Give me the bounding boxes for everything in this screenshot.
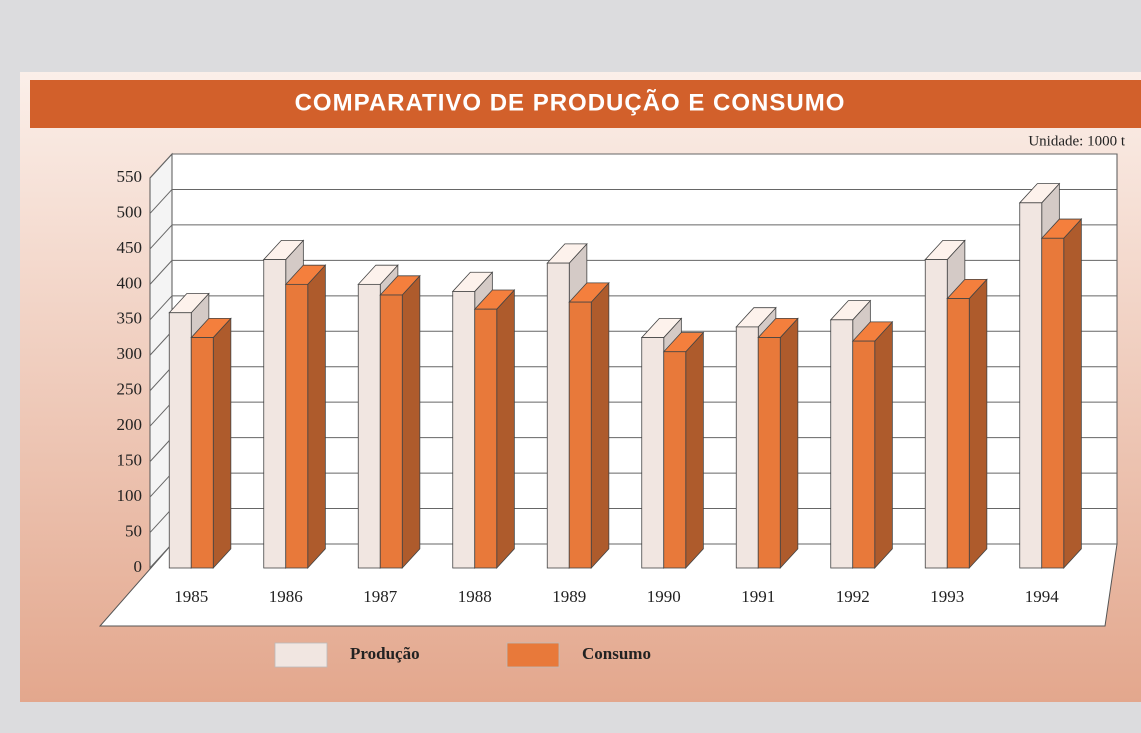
bar-side xyxy=(496,288,515,570)
bar xyxy=(663,351,687,569)
y-tick-label: 100 xyxy=(117,486,143,505)
bar-side xyxy=(590,281,610,570)
bar xyxy=(190,337,214,569)
bar xyxy=(452,291,476,569)
y-tick-label: 300 xyxy=(117,344,143,363)
y-tick-label: 0 xyxy=(134,557,143,576)
bar xyxy=(1041,237,1065,569)
bar-side xyxy=(874,320,893,570)
bar xyxy=(379,294,403,569)
x-tick-label: 1988 xyxy=(458,587,492,606)
bar xyxy=(1019,202,1043,569)
bar-side xyxy=(968,278,988,570)
y-tick-label: 400 xyxy=(117,273,143,292)
bar xyxy=(474,308,498,569)
y-tick-label: 350 xyxy=(117,309,143,328)
title-band xyxy=(30,80,1141,128)
bar xyxy=(285,283,309,569)
y-tick-label: 200 xyxy=(117,415,143,434)
side-wall xyxy=(149,152,173,570)
bar xyxy=(757,337,781,569)
bar xyxy=(568,301,592,569)
bar-side xyxy=(1063,218,1082,570)
bar xyxy=(357,283,381,569)
bar xyxy=(852,340,876,569)
bar xyxy=(735,326,759,569)
x-tick-label: 1990 xyxy=(647,587,681,606)
grid-line-side xyxy=(149,437,173,462)
grid-line-side xyxy=(149,224,173,250)
y-tick-label: 500 xyxy=(117,202,143,221)
grid-line-side xyxy=(149,330,173,356)
y-tick-label: 550 xyxy=(117,167,143,186)
legend-swatch xyxy=(274,642,328,668)
grid-line-side xyxy=(149,366,173,392)
bar xyxy=(924,259,948,569)
grid-line-side xyxy=(149,543,173,569)
grid-line-side xyxy=(149,295,173,321)
grid-line-side xyxy=(149,260,173,285)
x-tick-label: 1992 xyxy=(836,587,870,606)
x-tick-label: 1989 xyxy=(552,587,586,606)
grid-line-side xyxy=(149,153,173,179)
y-tick-label: 450 xyxy=(117,238,143,257)
bar xyxy=(168,312,192,569)
x-tick-label: 1985 xyxy=(174,587,208,606)
bar-side xyxy=(307,264,326,570)
grid-line-side xyxy=(149,508,173,533)
x-tick-label: 1987 xyxy=(363,587,398,606)
x-tick-label: 1991 xyxy=(741,587,775,606)
bar-side xyxy=(212,317,232,570)
y-tick-label: 50 xyxy=(125,521,142,540)
unit-note: Unidade: 1000 t xyxy=(1028,133,1125,149)
legend-label: Produção xyxy=(350,644,420,663)
grid-line-side xyxy=(149,472,173,498)
bar xyxy=(546,262,570,569)
bar-side xyxy=(779,317,799,570)
bar-side xyxy=(401,274,421,570)
legend-label: Consumo xyxy=(582,644,651,663)
bar-side xyxy=(685,331,704,570)
y-tick-label: 250 xyxy=(117,380,143,399)
x-tick-label: 1993 xyxy=(930,587,964,606)
y-tick-label: 150 xyxy=(117,451,143,470)
bar xyxy=(263,259,287,569)
bar xyxy=(830,319,854,569)
legend-swatch xyxy=(506,642,560,668)
chart-title: COMPARATIVO DE PRODUÇÃO E CONSUMO xyxy=(295,88,846,116)
grid-line-side xyxy=(149,189,173,214)
x-tick-label: 1994 xyxy=(1025,587,1060,606)
bar xyxy=(641,337,665,569)
bar xyxy=(946,298,970,569)
x-tick-label: 1986 xyxy=(269,587,303,606)
grid-line-side xyxy=(149,401,173,427)
